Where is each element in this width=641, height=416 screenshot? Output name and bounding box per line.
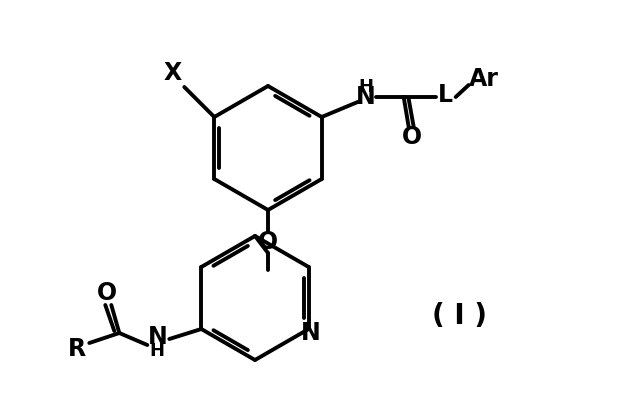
- Text: N: N: [301, 321, 320, 345]
- Text: L: L: [438, 83, 453, 107]
- Text: Ar: Ar: [469, 67, 499, 91]
- Text: H: H: [150, 342, 165, 360]
- Text: O: O: [258, 230, 278, 254]
- Text: N: N: [147, 325, 167, 349]
- Text: R: R: [68, 337, 87, 361]
- Text: N: N: [356, 85, 376, 109]
- Text: ( I ): ( I ): [433, 302, 488, 330]
- Text: X: X: [163, 61, 181, 85]
- Text: O: O: [402, 125, 422, 149]
- Text: H: H: [358, 78, 373, 96]
- Text: O: O: [97, 281, 117, 305]
